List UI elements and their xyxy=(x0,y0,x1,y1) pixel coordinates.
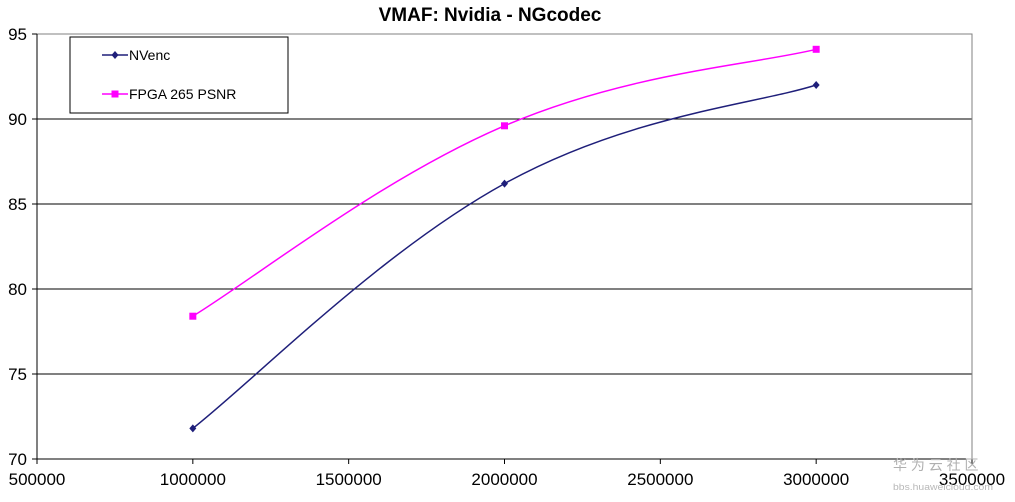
y-tick-label: 80 xyxy=(8,280,27,299)
y-tick-label: 70 xyxy=(8,450,27,469)
x-tick-label: 2500000 xyxy=(627,470,693,489)
x-tick-label: 2000000 xyxy=(471,470,537,489)
tick-labels: 70 75 80 85 90 95 500000 1000000 1500000 2000000 2… xyxy=(8,25,1005,489)
series-1 xyxy=(189,45,820,320)
y-tick-label: 95 xyxy=(8,25,27,44)
legend-label: FPGA 265 PSNR xyxy=(129,86,236,102)
legend-label: NVenc xyxy=(129,47,170,63)
y-tick-label: 85 xyxy=(8,195,27,214)
legend-box xyxy=(69,36,289,114)
y-tick-label: 75 xyxy=(8,365,27,384)
data-point xyxy=(812,45,820,53)
watermark: 华 为 云 社 区 bbs.huaweicloud.com xyxy=(893,457,993,492)
legend: NVenc FPGA 265 PSNR xyxy=(69,36,289,114)
x-tick-label: 3500000 xyxy=(939,470,1005,489)
x-tick-label: 1000000 xyxy=(160,470,226,489)
data-point xyxy=(501,122,508,130)
legend-item: FPGA 265 PSNR xyxy=(102,86,236,102)
series-lines xyxy=(189,45,820,433)
data-point xyxy=(501,179,508,188)
x-tick-label: 500000 xyxy=(9,470,66,489)
data-point xyxy=(189,312,197,320)
x-tick-label: 1500000 xyxy=(316,470,382,489)
data-point xyxy=(189,424,197,433)
series-0 xyxy=(189,81,820,433)
watermark-subtext: bbs.huaweicloud.com xyxy=(893,482,993,492)
legend-swatch-marker xyxy=(111,90,119,98)
legend-item: NVenc xyxy=(102,47,170,63)
watermark-text: 华 为 云 社 区 xyxy=(893,457,979,473)
data-point xyxy=(812,81,820,89)
series-line xyxy=(192,84,817,429)
axes xyxy=(32,33,973,464)
y-tick-label: 90 xyxy=(8,110,27,129)
x-tick-label: 3000000 xyxy=(783,470,849,489)
legend-swatch-marker xyxy=(111,51,119,59)
chart-title: VMAF: Nvidia - NGcodec xyxy=(379,5,602,26)
gridlines xyxy=(37,118,972,375)
